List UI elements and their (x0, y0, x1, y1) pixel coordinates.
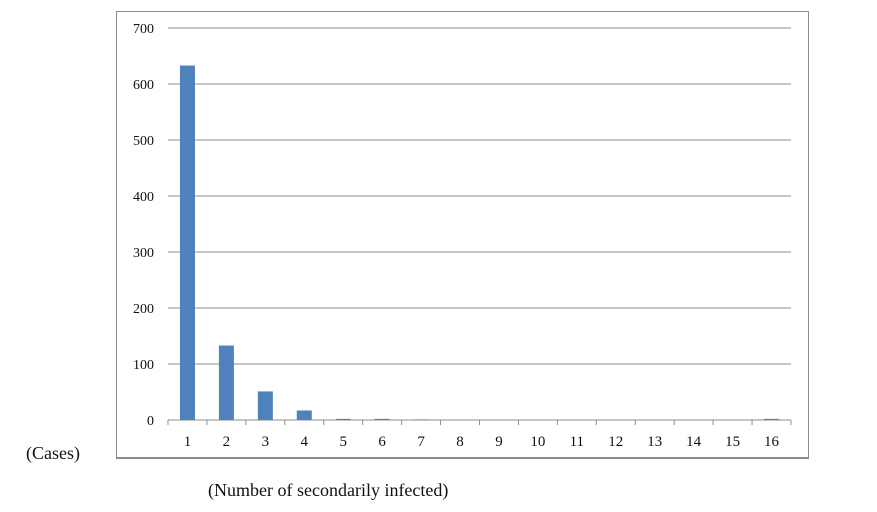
gridlines (167, 27, 792, 425)
bars (179, 65, 780, 421)
bar-3 (257, 391, 273, 420)
x-tick-label: 10 (530, 434, 545, 450)
x-tick-label: 13 (647, 434, 662, 450)
x-tick-label: 2 (223, 434, 231, 450)
x-tick-label: 1 (184, 434, 192, 450)
x-tick-label: 8 (456, 434, 464, 450)
y-tick-label: 400 (133, 190, 154, 205)
x-tick-label: 7 (417, 434, 425, 450)
bar-1 (179, 65, 195, 421)
y-tick-label: 100 (133, 358, 154, 373)
chart-frame (116, 11, 809, 459)
bar-4 (296, 410, 312, 420)
x-tick-label: 12 (608, 434, 623, 450)
bar-16 (764, 418, 780, 420)
x-tick-label: 6 (378, 434, 386, 450)
y-tick-label: 0 (147, 414, 154, 429)
y-axis-label: (Cases) (26, 443, 80, 463)
y-tick-labels: 0 100 200 300 400 500 600 700 (133, 22, 154, 429)
y-tick-label: 300 (133, 246, 154, 261)
x-tick-label: 5 (339, 434, 347, 450)
x-tick-label: 3 (262, 434, 270, 450)
y-tick-label: 500 (133, 134, 154, 149)
bar-2 (218, 345, 234, 420)
y-tick-label: 200 (133, 302, 154, 317)
x-tick-labels: 1 2 3 4 5 6 7 8 9 10 11 12 13 14 15 16 (184, 434, 780, 450)
x-tick-label: 15 (725, 434, 740, 450)
x-tick-label: 11 (570, 434, 584, 450)
x-tick-label: 4 (301, 434, 309, 450)
bar-6 (374, 418, 390, 420)
x-tick-label: 9 (495, 434, 503, 450)
bar-5 (335, 418, 351, 420)
y-tick-label: 700 (133, 22, 154, 37)
x-axis-label: (Number of secondarily infected) (208, 480, 449, 500)
x-tick-label: 16 (764, 434, 780, 450)
y-tick-label: 600 (133, 78, 154, 93)
x-tick-label: 14 (686, 434, 702, 450)
bar-7 (413, 419, 429, 420)
